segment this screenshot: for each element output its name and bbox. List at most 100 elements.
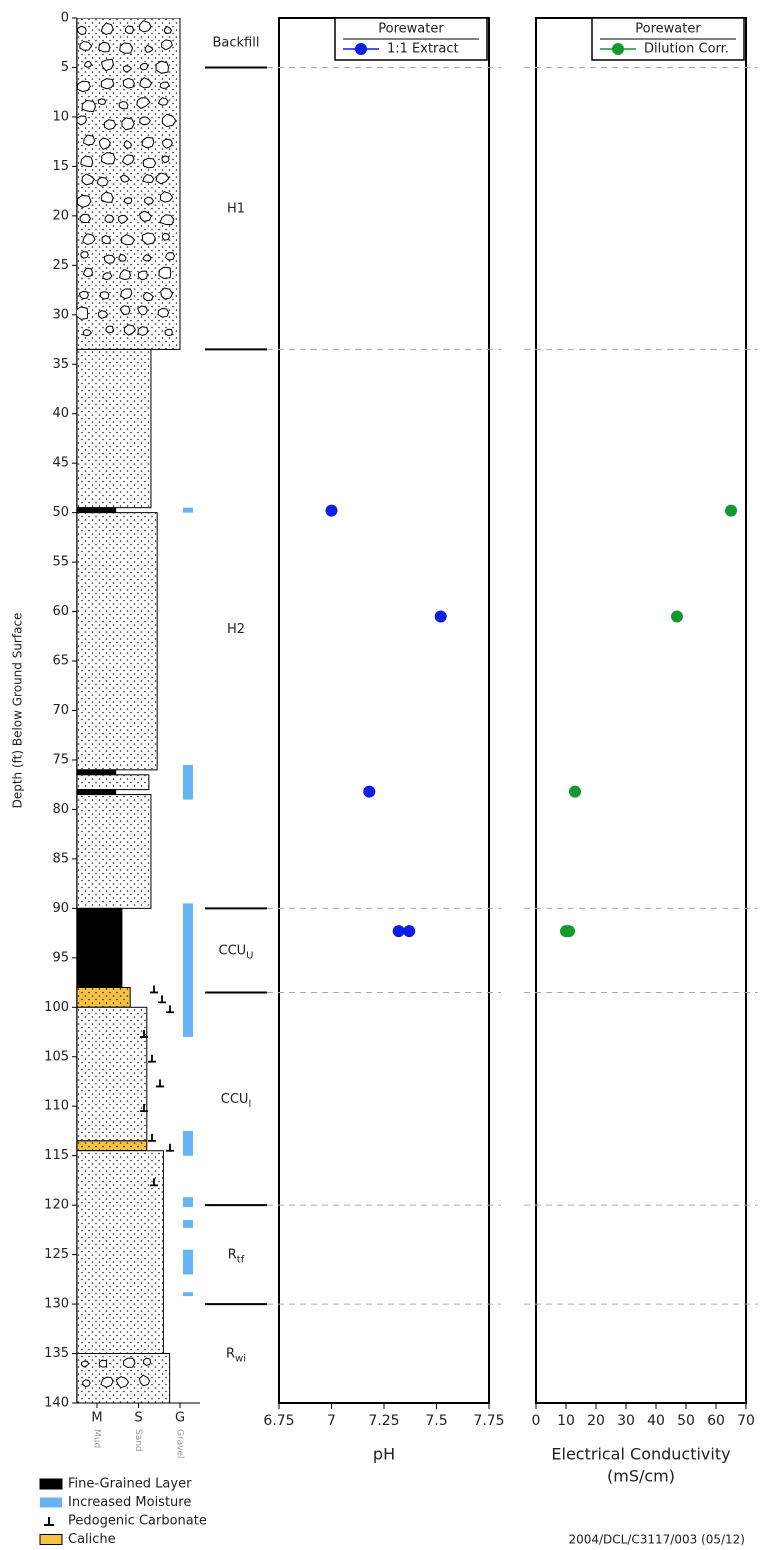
data-point <box>393 925 405 937</box>
pebble <box>139 21 151 32</box>
unit-sub: U <box>246 950 253 961</box>
layer-texture <box>77 513 157 770</box>
y-tick-label: 115 <box>44 1148 69 1163</box>
unit-name: H1 <box>227 201 245 216</box>
pebble <box>104 120 115 130</box>
y-tick-label: 75 <box>52 752 69 767</box>
carbonate-symbol <box>166 1144 174 1151</box>
layer-texture <box>77 1151 163 1354</box>
x-tick-label: 70 <box>737 1413 755 1429</box>
data-point <box>569 786 581 798</box>
unit-label: Rwi <box>226 1346 246 1365</box>
x-tick-label: 7.75 <box>473 1413 504 1429</box>
y-tick-label: 55 <box>52 555 69 570</box>
pebble <box>77 26 86 34</box>
pebble <box>156 61 169 73</box>
x-tick-word: Gravel <box>175 1429 185 1459</box>
legend-symbol <box>40 1479 62 1489</box>
x-axis-label: pH <box>373 1445 395 1464</box>
pebble <box>106 326 114 333</box>
y-tick-label: 10 <box>52 109 69 124</box>
y-tick-label: 40 <box>52 406 69 421</box>
legend-title: Porewater <box>635 22 701 37</box>
layer <box>77 508 116 513</box>
moisture-bar <box>183 1131 193 1156</box>
pebble <box>100 292 109 299</box>
x-tick-label: 6.75 <box>263 1413 294 1429</box>
legend-marker <box>355 43 367 55</box>
unit-label: CCUl <box>221 1091 251 1110</box>
y-tick-label: 20 <box>52 208 69 223</box>
moisture-bar <box>183 1292 193 1296</box>
x-tick-label: M <box>91 1411 102 1426</box>
pebble <box>102 236 110 244</box>
pebble <box>99 42 110 52</box>
pebble <box>120 43 133 53</box>
legend-label: Caliche <box>68 1532 116 1547</box>
x-tick-label: 60 <box>707 1413 725 1429</box>
page: {"chart_data": [ {"type": "log", "ylabel… <box>0 0 760 1550</box>
pebble <box>77 81 90 91</box>
layer-texture <box>77 1007 147 1141</box>
panel-frame <box>279 18 489 1403</box>
pebble <box>83 1380 90 1387</box>
panel-frame <box>536 18 746 1403</box>
y-tick-label: 80 <box>52 802 69 817</box>
legend-symbol <box>44 1517 54 1525</box>
unit-label: H2 <box>227 621 245 636</box>
y-axis-label: Depth (ft) Below Ground Surface <box>11 613 25 809</box>
data-point <box>363 786 375 798</box>
x-tick-label: 20 <box>587 1413 605 1429</box>
unit-name: H2 <box>227 621 245 636</box>
unit-label: H1 <box>227 201 245 216</box>
carbonate-symbol <box>148 1055 156 1062</box>
legend-label: Fine-Grained Layer <box>68 1477 192 1492</box>
layer <box>77 790 116 795</box>
x-tick-label: 0 <box>532 1413 541 1429</box>
unit-sub: l <box>248 1099 251 1110</box>
moisture-bar <box>183 1220 193 1228</box>
y-tick-label: 140 <box>44 1396 69 1411</box>
y-tick-label: 25 <box>52 258 69 273</box>
pebble <box>119 254 126 261</box>
layer-texture <box>77 775 149 790</box>
unit-label: CCUU <box>219 943 254 962</box>
data-point <box>563 925 575 937</box>
unit-name: R <box>226 1346 235 1361</box>
pebble <box>101 79 113 89</box>
unit-name: Backfill <box>213 35 260 50</box>
y-tick-label: 0 <box>61 11 69 26</box>
pebble <box>124 1358 135 1367</box>
pebble <box>145 197 154 204</box>
y-tick-label: 65 <box>52 654 69 669</box>
y-tick-label: 35 <box>52 357 69 372</box>
y-tick-label: 135 <box>44 1346 69 1361</box>
x-tick-label: G <box>175 1411 185 1426</box>
y-tick-label: 125 <box>44 1247 69 1262</box>
layer-texture <box>77 795 151 909</box>
pebble <box>123 78 134 88</box>
pebble <box>122 118 134 130</box>
pebble <box>105 215 114 223</box>
legend-label: Pedogenic Carbonate <box>68 1514 207 1529</box>
unit-sub: tf <box>237 1255 245 1266</box>
pebble <box>119 102 128 109</box>
pebble <box>82 101 96 112</box>
layer-texture <box>77 988 130 1008</box>
x-tick-label: 7.5 <box>425 1413 447 1429</box>
y-tick-label: 45 <box>52 456 69 471</box>
moisture-bar <box>183 1250 193 1275</box>
pebble <box>125 198 132 204</box>
lithology <box>75 18 180 1403</box>
moisture-bar <box>183 765 193 800</box>
legend-symbol <box>40 1535 62 1545</box>
x-tick-label: S <box>134 1411 142 1426</box>
unit-sub: wi <box>235 1354 246 1365</box>
unit-name: R <box>228 1247 237 1262</box>
y-tick-label: 105 <box>44 1049 69 1064</box>
pebble <box>98 99 106 105</box>
legend-symbol <box>40 1498 62 1508</box>
pebble <box>80 214 90 222</box>
y-tick-label: 70 <box>52 703 69 718</box>
y-tick-label: 130 <box>44 1297 69 1312</box>
